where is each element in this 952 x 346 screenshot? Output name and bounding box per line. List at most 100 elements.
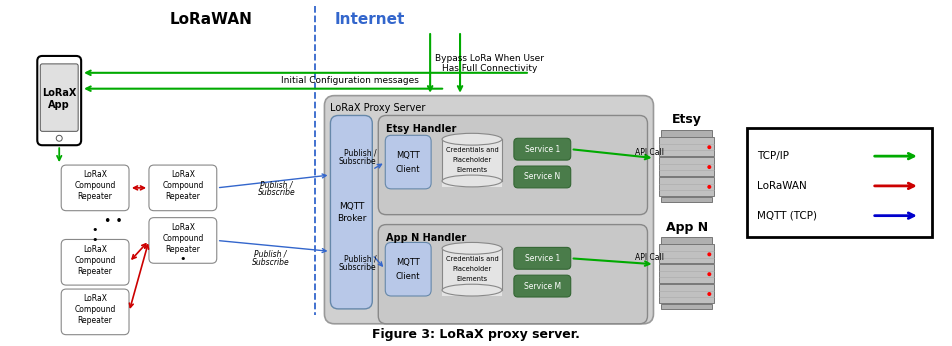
FancyBboxPatch shape [40,64,78,131]
Ellipse shape [442,133,502,145]
Circle shape [707,165,711,169]
Text: App: App [49,100,70,110]
Text: LoRaX: LoRaX [83,294,108,303]
Bar [442,139,502,187]
Bar [662,237,712,244]
Text: Credentials and: Credentials and [446,147,499,153]
Bar [660,177,714,196]
Text: LoRaX: LoRaX [170,171,195,180]
FancyBboxPatch shape [514,275,570,297]
Text: • •: • • [104,215,123,228]
Ellipse shape [442,175,502,187]
Text: Subscribe: Subscribe [339,157,376,166]
Text: •: • [91,236,98,245]
FancyBboxPatch shape [37,56,81,145]
Text: Service M: Service M [524,282,561,291]
Text: LoRaWAN: LoRaWAN [169,12,252,27]
FancyBboxPatch shape [386,135,431,189]
Circle shape [707,292,711,296]
FancyBboxPatch shape [514,247,570,269]
Text: Client: Client [396,165,421,174]
Text: Bypass LoRa When User: Bypass LoRa When User [435,54,545,63]
Text: Repeater: Repeater [166,192,200,201]
Text: Client: Client [396,272,421,281]
Text: MQTT: MQTT [396,151,420,160]
Bar [662,197,712,202]
Text: Placeholder: Placeholder [452,157,491,163]
Text: MQTT: MQTT [339,202,364,211]
Ellipse shape [442,243,502,254]
Text: App N Handler: App N Handler [387,234,466,244]
Text: Figure 3: LoRaX proxy server.: Figure 3: LoRaX proxy server. [372,328,580,341]
Text: Repeater: Repeater [78,316,112,325]
Text: Compound: Compound [74,306,116,315]
Text: Service 1: Service 1 [525,254,560,263]
Text: MQTT: MQTT [396,258,420,267]
FancyBboxPatch shape [61,289,129,335]
FancyBboxPatch shape [149,165,217,211]
Circle shape [707,145,711,149]
Text: Etsy: Etsy [672,113,702,126]
Bar [442,248,502,296]
Text: Compound: Compound [162,181,204,190]
Text: LoRaX: LoRaX [83,245,108,254]
Text: Elements: Elements [456,276,487,282]
FancyBboxPatch shape [514,138,570,160]
Text: Subscribe: Subscribe [339,263,376,272]
Text: Compound: Compound [162,234,204,243]
Bar [660,264,714,283]
Text: App N: App N [665,220,708,234]
Text: Has Full Connectivity: Has Full Connectivity [443,64,538,73]
Text: Compound: Compound [74,181,116,190]
Text: Publish /: Publish / [344,149,376,158]
Text: LoRaX: LoRaX [42,88,76,98]
Bar [660,244,714,263]
Text: TCP/IP: TCP/IP [757,151,789,161]
Text: Subscribe: Subscribe [258,188,295,197]
Text: LoRaX: LoRaX [170,223,195,232]
Text: Broker: Broker [337,213,367,222]
FancyBboxPatch shape [378,225,647,324]
Text: LoRaX: LoRaX [83,171,108,180]
Bar [660,157,714,176]
Text: Subscribe: Subscribe [251,258,289,267]
Text: Etsy Handler: Etsy Handler [387,124,457,134]
FancyBboxPatch shape [325,95,653,324]
Circle shape [707,252,711,256]
Text: Service 1: Service 1 [525,145,560,154]
Text: LoRaX Proxy Server: LoRaX Proxy Server [330,102,426,112]
FancyBboxPatch shape [386,243,431,296]
Bar [660,284,714,303]
Bar [660,137,714,156]
Circle shape [707,272,711,276]
FancyBboxPatch shape [378,116,647,215]
Text: Compound: Compound [74,256,116,265]
Text: Publish /: Publish / [260,180,293,189]
Text: LoRaWAN: LoRaWAN [757,181,807,191]
Text: Publish /: Publish / [254,250,287,259]
Ellipse shape [442,284,502,296]
Text: Publish /: Publish / [344,255,376,264]
Text: Repeater: Repeater [78,267,112,276]
Bar [747,128,932,237]
FancyBboxPatch shape [61,239,129,285]
Text: •: • [91,225,98,235]
FancyBboxPatch shape [514,166,570,188]
FancyBboxPatch shape [61,165,129,211]
Bar [662,304,712,309]
Text: •: • [180,254,186,264]
Text: Elements: Elements [456,167,487,173]
Text: MQTT (TCP): MQTT (TCP) [757,211,817,221]
Text: Internet: Internet [335,12,406,27]
Text: Repeater: Repeater [166,245,200,254]
FancyBboxPatch shape [149,218,217,263]
FancyBboxPatch shape [330,116,372,309]
Text: API Call: API Call [635,148,664,157]
Text: Repeater: Repeater [78,192,112,201]
Text: Credentials and: Credentials and [446,256,499,262]
Circle shape [707,185,711,189]
Text: API Call: API Call [635,253,664,262]
Text: Placeholder: Placeholder [452,266,491,272]
Text: Initial Configuration messages: Initial Configuration messages [282,76,419,85]
Text: Service N: Service N [525,172,561,181]
